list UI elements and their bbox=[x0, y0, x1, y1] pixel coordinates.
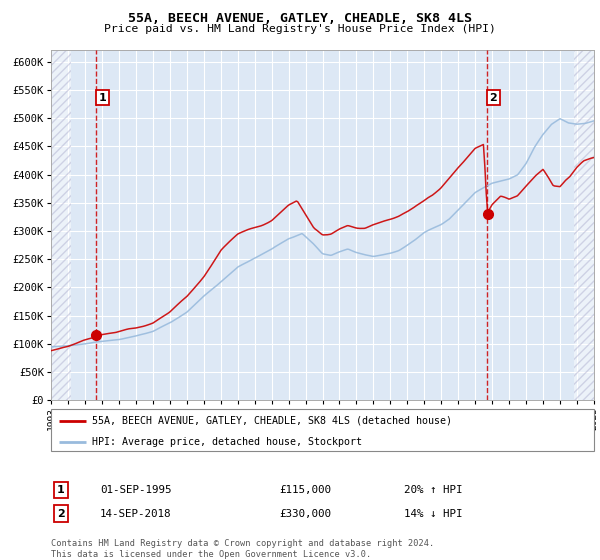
Text: 14% ↓ HPI: 14% ↓ HPI bbox=[404, 508, 463, 519]
FancyBboxPatch shape bbox=[51, 409, 594, 451]
Text: Price paid vs. HM Land Registry's House Price Index (HPI): Price paid vs. HM Land Registry's House … bbox=[104, 24, 496, 34]
Text: 1: 1 bbox=[57, 485, 65, 495]
Text: Contains HM Land Registry data © Crown copyright and database right 2024.
This d: Contains HM Land Registry data © Crown c… bbox=[51, 539, 434, 559]
Text: 20% ↑ HPI: 20% ↑ HPI bbox=[404, 485, 463, 495]
Text: 1: 1 bbox=[98, 92, 106, 102]
Text: £115,000: £115,000 bbox=[279, 485, 331, 495]
Text: 2: 2 bbox=[490, 92, 497, 102]
Text: 01-SEP-1995: 01-SEP-1995 bbox=[100, 485, 172, 495]
Text: 14-SEP-2018: 14-SEP-2018 bbox=[100, 508, 172, 519]
Text: 2: 2 bbox=[57, 508, 65, 519]
Text: HPI: Average price, detached house, Stockport: HPI: Average price, detached house, Stoc… bbox=[92, 437, 362, 446]
Text: £330,000: £330,000 bbox=[279, 508, 331, 519]
Text: 55A, BEECH AVENUE, GATLEY, CHEADLE, SK8 4LS: 55A, BEECH AVENUE, GATLEY, CHEADLE, SK8 … bbox=[128, 12, 472, 25]
Text: 55A, BEECH AVENUE, GATLEY, CHEADLE, SK8 4LS (detached house): 55A, BEECH AVENUE, GATLEY, CHEADLE, SK8 … bbox=[92, 416, 452, 426]
